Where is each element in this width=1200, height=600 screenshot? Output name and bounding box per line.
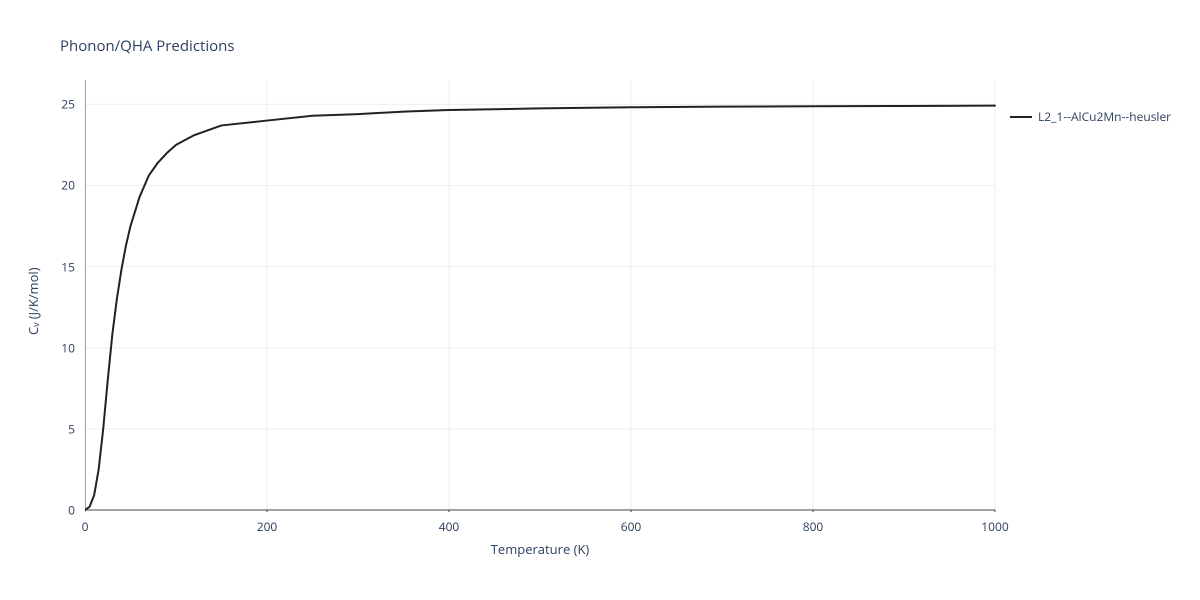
- series-line[interactable]: [85, 106, 995, 510]
- chart-title: Phonon/QHA Predictions: [60, 36, 235, 56]
- x-tick-label: 0: [82, 518, 89, 535]
- legend-label: L2_1--AlCu2Mn--heusler: [1038, 108, 1171, 125]
- y-tick-label: 20: [61, 177, 75, 194]
- y-axis-label: Cᵥ (J/K/mol): [24, 267, 42, 335]
- x-axis-label: Temperature (K): [491, 540, 590, 558]
- y-tick-label: 25: [61, 96, 75, 113]
- y-tick-label: 0: [68, 502, 75, 519]
- x-tick-label: 200: [257, 518, 278, 535]
- legend-swatch: [1010, 116, 1032, 118]
- y-tick-label: 15: [61, 258, 75, 275]
- chart-legend: L2_1--AlCu2Mn--heusler: [1010, 108, 1171, 125]
- y-tick-label: 10: [61, 339, 75, 356]
- line-chart: [85, 80, 997, 512]
- y-tick-label: 5: [68, 420, 75, 437]
- legend-item[interactable]: L2_1--AlCu2Mn--heusler: [1010, 108, 1171, 125]
- x-tick-label: 800: [803, 518, 824, 535]
- x-tick-label: 1000: [981, 518, 1008, 535]
- x-tick-label: 400: [439, 518, 460, 535]
- x-tick-label: 600: [621, 518, 642, 535]
